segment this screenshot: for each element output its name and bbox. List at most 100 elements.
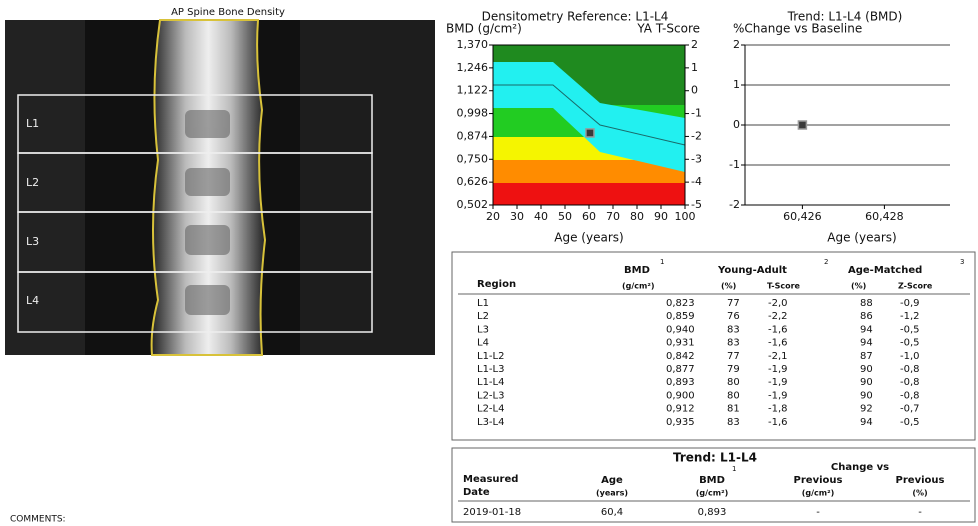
table-cell: 2019-01-18 — [463, 507, 521, 518]
y-tick-label: 0,626 — [457, 175, 489, 188]
table-cell: -1,6 — [768, 338, 788, 349]
table-cell: 77 — [727, 351, 740, 362]
x-axis-label: Age (years) — [554, 231, 623, 245]
y-axis-label: %Change vs Baseline — [733, 22, 862, 36]
y-tick-label: 1,122 — [457, 84, 489, 97]
region-label: L4 — [26, 294, 39, 307]
table-cell: 0,893 — [698, 507, 727, 518]
table-cell: -0,8 — [900, 390, 920, 401]
x-tick-label: 90 — [654, 210, 668, 223]
table-cell: -1,9 — [768, 364, 788, 375]
table-cell: 94 — [860, 324, 873, 335]
table-cell: 90 — [860, 364, 873, 375]
note: 1 — [732, 465, 736, 473]
header: BMD — [699, 475, 725, 486]
header-unit: Z-Score — [898, 282, 933, 291]
y2-tick-label: -2 — [691, 129, 702, 142]
x-tick-label: 70 — [606, 210, 620, 223]
table-cell: 0,931 — [666, 338, 695, 349]
table-cell: 83 — [727, 417, 740, 428]
header-unit: (g/cm²) — [622, 282, 655, 291]
table-cell: 0,823 — [666, 298, 695, 309]
table-cell: 77 — [727, 298, 740, 309]
table-cell: -0,8 — [900, 377, 920, 388]
table-cell: 88 — [860, 298, 873, 309]
table-cell: 0,893 — [666, 377, 695, 388]
table-cell: L3-L4 — [477, 417, 504, 428]
table-cell: 86 — [860, 311, 873, 322]
table-cell: 94 — [860, 338, 873, 349]
table-cell: 0,900 — [666, 390, 695, 401]
y-tick-label: 0,998 — [457, 107, 489, 120]
table-cell: 87 — [860, 351, 873, 362]
table-cell: -2,2 — [768, 311, 788, 322]
header-unit: (%) — [721, 282, 736, 291]
table-cell: 90 — [860, 377, 873, 388]
y2-axis-label: YA T-Score — [636, 22, 700, 36]
table-cell: 80 — [727, 377, 740, 388]
x-tick-label: 20 — [486, 210, 500, 223]
table-cell: -0,9 — [900, 298, 920, 309]
x-axis-label: Age (years) — [827, 231, 896, 245]
table-cell: L1-L4 — [477, 377, 504, 388]
table-cell: 83 — [727, 324, 740, 335]
table-cell: L2 — [477, 311, 489, 322]
y2-tick-label: -4 — [691, 175, 702, 188]
table-cell: -1,2 — [900, 311, 920, 322]
x-tick-label: 100 — [675, 210, 696, 223]
y2-tick-label: 1 — [691, 61, 698, 74]
table-cell: 79 — [727, 364, 740, 375]
table-cell: -1,9 — [768, 377, 788, 388]
table-cell: L2-L3 — [477, 390, 504, 401]
table-cell: 92 — [860, 404, 873, 415]
table-cell: -1,6 — [768, 324, 788, 335]
table-cell: - — [918, 507, 922, 518]
table-cell: -0,7 — [900, 404, 920, 415]
y-tick-label: 0 — [733, 118, 740, 131]
y-tick-label: 0,750 — [457, 152, 489, 165]
data-point — [586, 129, 594, 137]
header-unit: (g/cm²) — [802, 489, 835, 498]
table-cell: 0,935 — [666, 417, 695, 428]
y-tick-label: 1,370 — [457, 38, 489, 51]
table-cell: -1,0 — [900, 351, 920, 362]
x-tick-label: 40 — [534, 210, 548, 223]
header: Age — [601, 475, 623, 486]
y-tick-label: -1 — [729, 158, 740, 171]
table-cell: 0,877 — [666, 364, 695, 375]
trend-title: Trend: L1-L4 — [673, 451, 757, 465]
table-cell: L1-L3 — [477, 364, 504, 375]
header-unit: (%) — [851, 282, 866, 291]
table-cell: -0,8 — [900, 364, 920, 375]
header: Age-Matched — [848, 265, 922, 276]
x-tick-label: 50 — [558, 210, 572, 223]
y-tick-label: -2 — [729, 198, 740, 211]
table-cell: L1-L2 — [477, 351, 504, 362]
table-cell: 0,940 — [666, 324, 695, 335]
header-unit: T-Score — [767, 282, 801, 291]
report: AP Spine Bone Density L1 L2 L3 L4 Region — [0, 0, 978, 526]
image-title: AP Spine Bone Density — [171, 7, 285, 18]
header: BMD — [624, 265, 650, 276]
table-cell: 0,912 — [666, 404, 695, 415]
y-axis-label: BMD (g/cm²) — [446, 22, 522, 36]
table-cell: L1 — [477, 298, 489, 309]
table-cell: 76 — [727, 311, 740, 322]
table-cell: 80 — [727, 390, 740, 401]
x-tick-label: 30 — [510, 210, 524, 223]
header: Date — [463, 487, 490, 498]
note: 3 — [960, 258, 964, 266]
header: Young-Adult — [717, 265, 787, 276]
x-tick-label: 60,428 — [865, 210, 904, 223]
header: Change vs — [831, 462, 889, 473]
table-cell: 0,842 — [666, 351, 695, 362]
table-cell: 81 — [727, 404, 740, 415]
table-cell: L2-L4 — [477, 404, 504, 415]
comments: COMMENTS: — [10, 515, 66, 525]
header-unit: (years) — [596, 489, 628, 498]
y2-tick-label: 2 — [691, 38, 698, 51]
table-cell: -0,5 — [900, 338, 920, 349]
y2-tick-label: -1 — [691, 107, 702, 120]
spine-scan — [5, 20, 435, 355]
table-cell: -1,6 — [768, 417, 788, 428]
